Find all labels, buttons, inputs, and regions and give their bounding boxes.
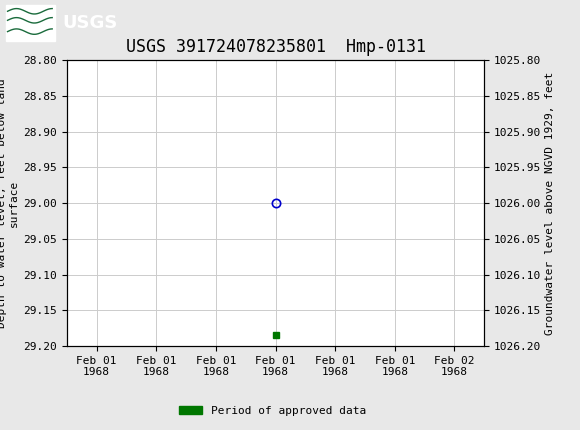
Y-axis label: Groundwater level above NGVD 1929, feet: Groundwater level above NGVD 1929, feet (545, 71, 556, 335)
Text: USGS: USGS (62, 14, 117, 31)
Legend: Period of approved data: Period of approved data (175, 401, 370, 420)
Y-axis label: Depth to water level, feet below land
surface: Depth to water level, feet below land su… (0, 78, 19, 328)
Title: USGS 391724078235801  Hmp-0131: USGS 391724078235801 Hmp-0131 (125, 38, 426, 56)
FancyBboxPatch shape (6, 4, 55, 41)
